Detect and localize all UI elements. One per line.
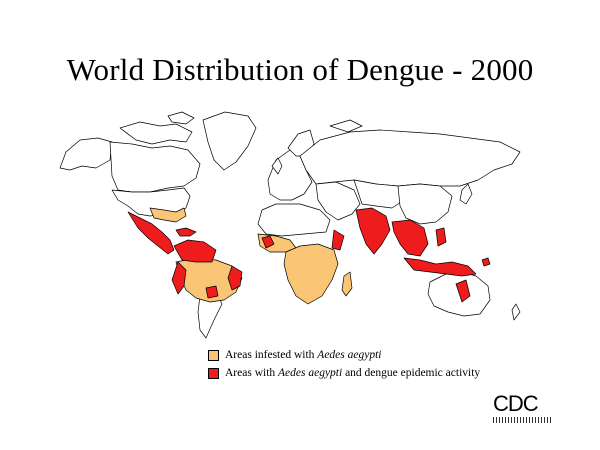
scandinavia <box>287 129 315 157</box>
arctic-islands <box>119 121 193 145</box>
north-africa <box>257 203 331 237</box>
mexico-central-america-epidemic <box>127 211 175 255</box>
legend-swatch-epidemic <box>208 367 219 379</box>
legend-label-infested: Areas infested with Aedes aegypti <box>225 349 382 361</box>
central-africa-infested <box>283 243 339 305</box>
cdc-logo-text: CDC <box>493 391 539 416</box>
legend-item-epidemic: Areas with Aedes aegypti and dengue epid… <box>208 364 480 382</box>
legend: Areas infested with Aedes aegypti Areas … <box>208 346 480 382</box>
se-asia-epidemic <box>391 219 429 257</box>
cdc-logo: CDC <box>493 393 553 429</box>
map-title: World Distribution of Dengue - 2000 <box>66 52 534 87</box>
legend-swatch-infested <box>208 349 219 361</box>
east-africa-epidemic <box>331 229 345 251</box>
central-asia <box>353 179 405 209</box>
north-australia-epidemic <box>455 279 471 303</box>
middle-east <box>315 181 361 221</box>
paraguay-epidemic <box>205 285 219 299</box>
madagascar-infested <box>341 271 353 297</box>
legend-item-infested: Areas infested with Aedes aegypti <box>208 346 480 364</box>
northern-south-america-epidemic <box>173 239 217 263</box>
canada <box>109 141 201 193</box>
pacific-islands-epidemic <box>481 257 491 267</box>
caribbean-epidemic <box>175 227 197 237</box>
brazil-coast-epidemic <box>227 265 243 291</box>
andes-epidemic <box>171 261 187 295</box>
japan <box>459 183 473 205</box>
south-asia-epidemic <box>355 207 391 255</box>
west-africa-epidemic <box>261 235 275 249</box>
philippines-epidemic <box>435 227 447 247</box>
russia <box>299 129 521 187</box>
indonesia-epidemic <box>403 257 477 277</box>
se-usa-infested <box>149 207 187 223</box>
alaska <box>59 137 113 171</box>
china <box>397 183 453 225</box>
uk <box>271 157 283 175</box>
cdc-logo-tagline-mark <box>493 417 551 423</box>
legend-label-epidemic: Areas with Aedes aegypti and dengue epid… <box>225 367 481 379</box>
greenland <box>202 111 257 171</box>
